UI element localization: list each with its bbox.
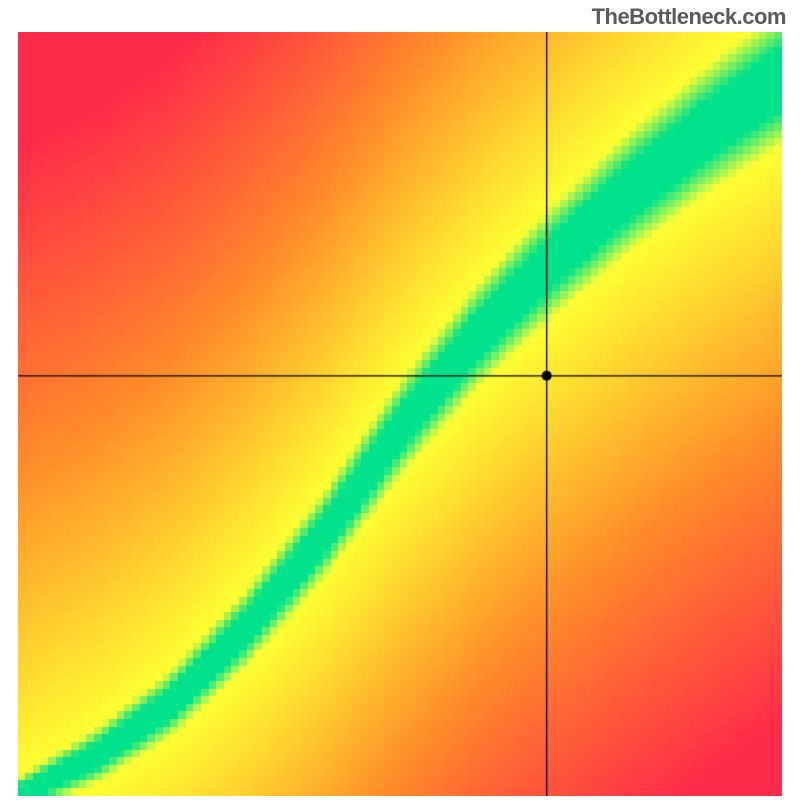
bottleneck-heatmap	[18, 32, 782, 796]
site-watermark: TheBottleneck.com	[592, 4, 786, 30]
